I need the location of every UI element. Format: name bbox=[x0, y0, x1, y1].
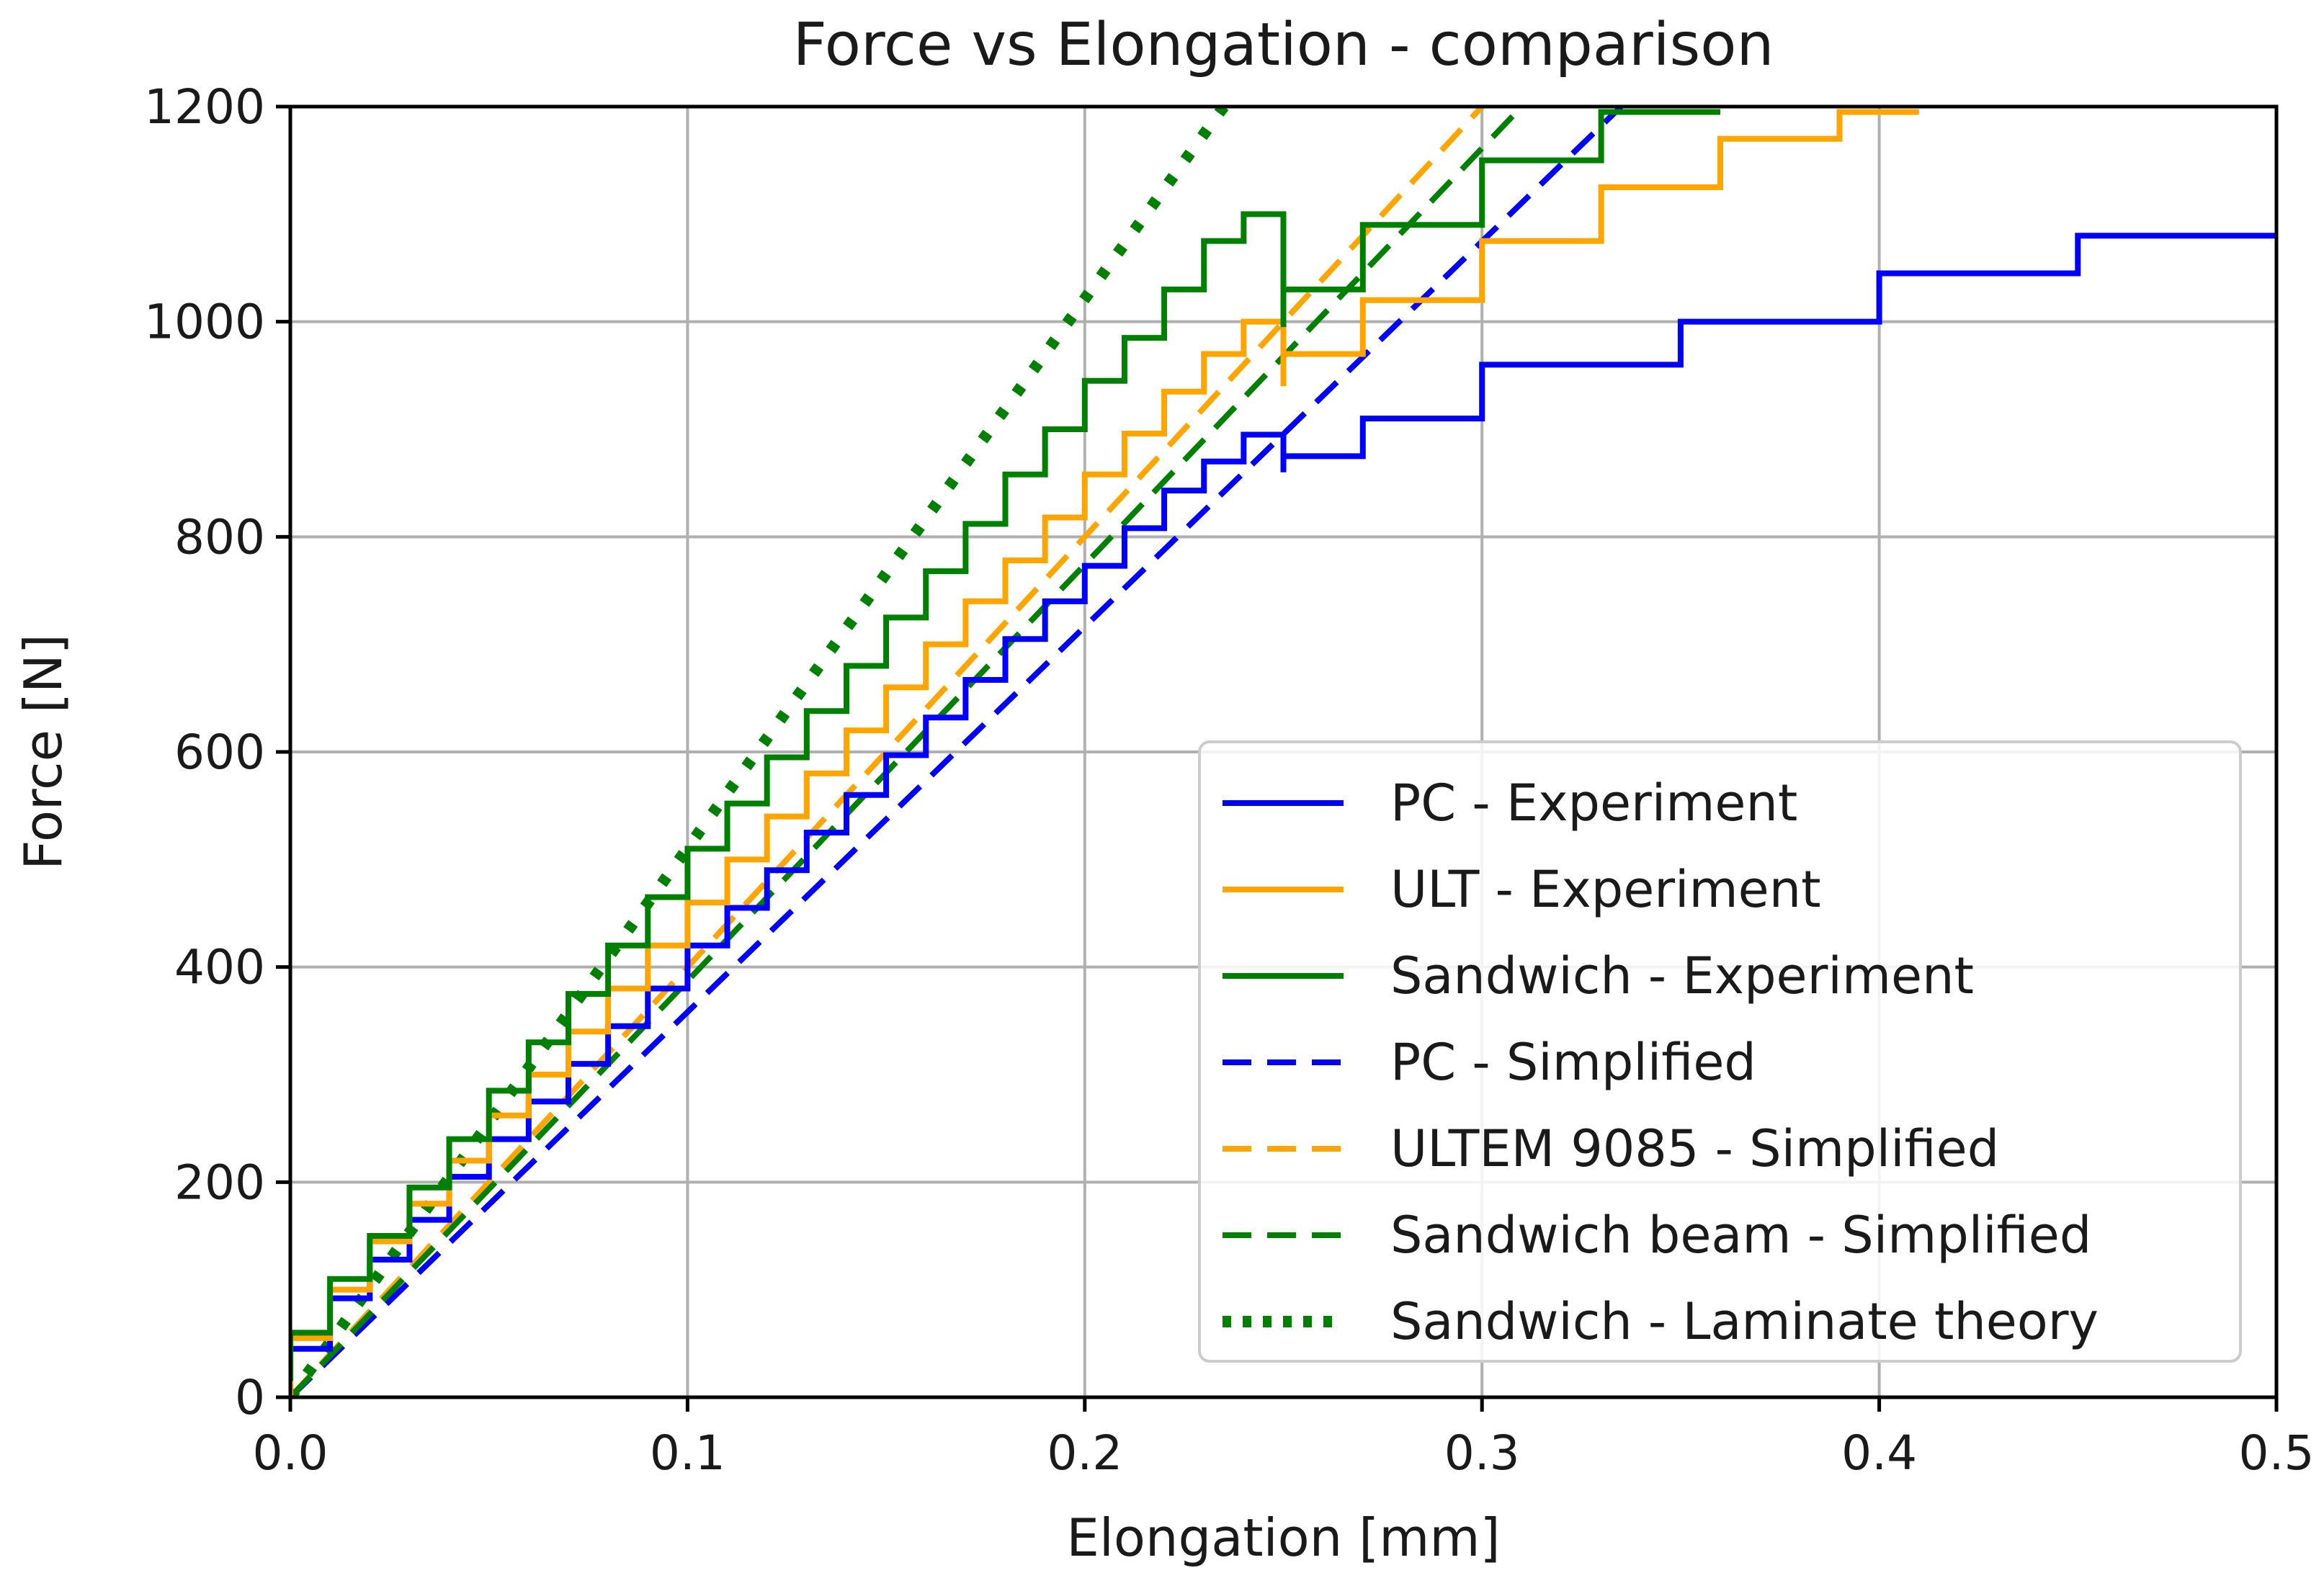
chart-title: Force vs Elongation - comparison bbox=[793, 11, 1774, 79]
legend-label-pc-simplified: PC - Simplified bbox=[1390, 1033, 1756, 1092]
y-tick-label: 1200 bbox=[144, 79, 265, 135]
y-tick-label: 800 bbox=[174, 509, 265, 565]
legend: PC - Experiment ULT - Experiment Sandwich … bbox=[1198, 740, 2242, 1363]
legend-label-pc-experiment: PC - Experiment bbox=[1390, 774, 1797, 833]
x-tick-label: 0.0 bbox=[253, 1425, 329, 1481]
axis-ticks: 0.0 0.1 0.2 0.3 0.4 0.5 0 200 400 600 800 1000 1200 bbox=[144, 79, 2314, 1481]
x-tick-label: 0.2 bbox=[1047, 1425, 1122, 1481]
plot-series bbox=[290, 107, 2276, 1397]
series-line-sandwich-laminate-theory bbox=[290, 107, 1229, 1397]
legend-label-ult-experiment: ULT - Experiment bbox=[1390, 860, 1821, 919]
legend-label-sandwich-beam-simplified: Sandwich beam - Simplified bbox=[1390, 1206, 2091, 1265]
y-tick-label: 1000 bbox=[144, 295, 265, 350]
series-line-sandwich-experiment bbox=[290, 109, 1721, 1381]
legend-label-ultem-9085-simplified: ULTEM 9085 - Simplified bbox=[1390, 1119, 1999, 1178]
y-tick-label: 0 bbox=[235, 1370, 265, 1425]
series-line-ultem-9085-simplified bbox=[290, 107, 1485, 1397]
series-line-pc-simplified bbox=[290, 107, 1623, 1397]
y-tick-label: 400 bbox=[174, 940, 265, 995]
series-line-sandwich-beam-simplified bbox=[290, 107, 1524, 1397]
legend-label-sandwich-experiment: Sandwich - Experiment bbox=[1390, 946, 1974, 1005]
y-axis-label: Force [N] bbox=[13, 634, 73, 870]
x-tick-label: 0.3 bbox=[1444, 1425, 1520, 1481]
x-tick-label: 0.5 bbox=[2239, 1425, 2315, 1481]
x-tick-label: 0.4 bbox=[1841, 1425, 1917, 1481]
y-tick-label: 600 bbox=[174, 725, 265, 780]
x-tick-label: 0.1 bbox=[650, 1425, 725, 1481]
y-tick-label: 200 bbox=[174, 1155, 265, 1210]
legend-box bbox=[1198, 740, 2242, 1363]
legend-label-sandwich-laminate-theory: Sandwich - Laminate theory bbox=[1390, 1292, 2099, 1351]
x-axis-label: Elongation [mm] bbox=[1066, 1507, 1500, 1568]
